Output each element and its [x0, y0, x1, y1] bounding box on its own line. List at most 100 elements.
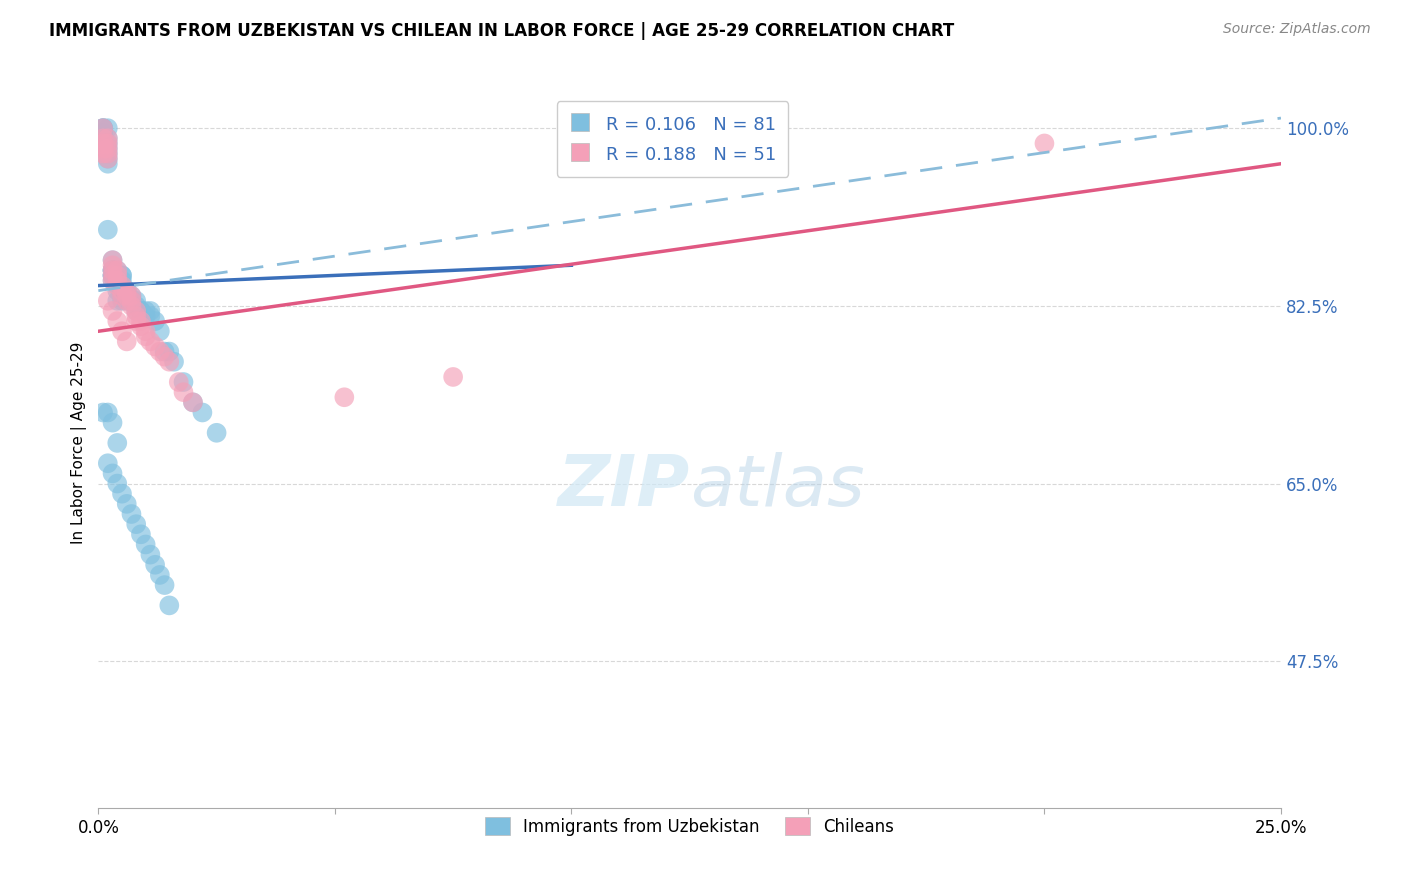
Text: ZIP: ZIP	[557, 452, 690, 521]
Chileans	[91, 131, 114, 145]
Chileans	[139, 334, 162, 349]
Immigrants from Uzbekistan	[91, 136, 114, 151]
Immigrants from Uzbekistan	[97, 121, 120, 136]
Immigrants from Uzbekistan	[121, 289, 143, 303]
Chileans	[111, 324, 134, 338]
Immigrants from Uzbekistan	[97, 141, 120, 155]
Immigrants from Uzbekistan	[111, 293, 134, 308]
Immigrants from Uzbekistan	[97, 157, 120, 171]
Text: atlas: atlas	[690, 452, 865, 521]
Immigrants from Uzbekistan	[91, 121, 114, 136]
Chileans	[167, 375, 190, 389]
Immigrants from Uzbekistan	[157, 599, 180, 613]
Chileans	[101, 268, 124, 283]
Chileans	[115, 289, 138, 303]
Immigrants from Uzbekistan	[125, 517, 148, 532]
Immigrants from Uzbekistan	[91, 126, 114, 140]
Chileans	[173, 385, 195, 400]
Chileans	[91, 146, 114, 161]
Immigrants from Uzbekistan	[111, 273, 134, 287]
Chileans	[111, 278, 134, 293]
Immigrants from Uzbekistan	[153, 578, 176, 592]
Immigrants from Uzbekistan	[121, 293, 143, 308]
Immigrants from Uzbekistan	[115, 293, 138, 308]
Chileans	[105, 263, 128, 277]
Immigrants from Uzbekistan	[129, 304, 152, 318]
Chileans	[125, 314, 148, 328]
Immigrants from Uzbekistan	[181, 395, 204, 409]
Chileans	[101, 304, 124, 318]
Immigrants from Uzbekistan	[157, 344, 180, 359]
Immigrants from Uzbekistan	[121, 507, 143, 521]
Immigrants from Uzbekistan	[143, 558, 166, 572]
Chileans	[111, 289, 134, 303]
Immigrants from Uzbekistan	[97, 131, 120, 145]
Chileans	[91, 136, 114, 151]
Chileans	[153, 350, 176, 364]
Chileans	[97, 152, 120, 166]
Chileans	[111, 284, 134, 298]
Immigrants from Uzbekistan	[163, 355, 186, 369]
Immigrants from Uzbekistan	[111, 486, 134, 500]
Immigrants from Uzbekistan	[101, 263, 124, 277]
Immigrants from Uzbekistan	[139, 548, 162, 562]
Immigrants from Uzbekistan	[97, 146, 120, 161]
Chileans	[101, 263, 124, 277]
Chileans	[149, 344, 172, 359]
Chileans	[101, 273, 124, 287]
Y-axis label: In Labor Force | Age 25-29: In Labor Force | Age 25-29	[72, 342, 87, 544]
Chileans	[125, 304, 148, 318]
Immigrants from Uzbekistan	[97, 456, 120, 470]
Immigrants from Uzbekistan	[115, 284, 138, 298]
Chileans	[97, 131, 120, 145]
Immigrants from Uzbekistan	[101, 268, 124, 283]
Immigrants from Uzbekistan	[105, 268, 128, 283]
Immigrants from Uzbekistan	[149, 324, 172, 338]
Chileans	[143, 339, 166, 353]
Chileans	[101, 258, 124, 272]
Chileans	[97, 136, 120, 151]
Chileans	[105, 273, 128, 287]
Legend: Immigrants from Uzbekistan, Chileans: Immigrants from Uzbekistan, Chileans	[477, 809, 903, 844]
Immigrants from Uzbekistan	[101, 263, 124, 277]
Immigrants from Uzbekistan	[97, 405, 120, 419]
Chileans	[115, 293, 138, 308]
Immigrants from Uzbekistan	[101, 268, 124, 283]
Immigrants from Uzbekistan	[101, 416, 124, 430]
Chileans	[97, 141, 120, 155]
Immigrants from Uzbekistan	[101, 253, 124, 268]
Immigrants from Uzbekistan	[111, 278, 134, 293]
Immigrants from Uzbekistan	[115, 497, 138, 511]
Immigrants from Uzbekistan	[129, 527, 152, 541]
Immigrants from Uzbekistan	[105, 476, 128, 491]
Immigrants from Uzbekistan	[139, 309, 162, 323]
Chileans	[91, 141, 114, 155]
Immigrants from Uzbekistan	[115, 289, 138, 303]
Chileans	[135, 324, 157, 338]
Immigrants from Uzbekistan	[149, 568, 172, 582]
Chileans	[105, 268, 128, 283]
Immigrants from Uzbekistan	[205, 425, 228, 440]
Immigrants from Uzbekistan	[101, 263, 124, 277]
Immigrants from Uzbekistan	[91, 121, 114, 136]
Chileans	[101, 253, 124, 268]
Immigrants from Uzbekistan	[135, 304, 157, 318]
Immigrants from Uzbekistan	[111, 268, 134, 283]
Chileans	[121, 289, 143, 303]
Chileans	[441, 370, 464, 384]
Text: IMMIGRANTS FROM UZBEKISTAN VS CHILEAN IN LABOR FORCE | AGE 25-29 CORRELATION CHA: IMMIGRANTS FROM UZBEKISTAN VS CHILEAN IN…	[49, 22, 955, 40]
Immigrants from Uzbekistan	[173, 375, 195, 389]
Immigrants from Uzbekistan	[97, 136, 120, 151]
Chileans	[105, 314, 128, 328]
Immigrants from Uzbekistan	[121, 293, 143, 308]
Immigrants from Uzbekistan	[105, 284, 128, 298]
Immigrants from Uzbekistan	[101, 273, 124, 287]
Immigrants from Uzbekistan	[143, 314, 166, 328]
Chileans	[1033, 136, 1056, 151]
Immigrants from Uzbekistan	[135, 309, 157, 323]
Chileans	[115, 334, 138, 349]
Chileans	[181, 395, 204, 409]
Chileans	[333, 390, 356, 404]
Immigrants from Uzbekistan	[111, 268, 134, 283]
Immigrants from Uzbekistan	[105, 273, 128, 287]
